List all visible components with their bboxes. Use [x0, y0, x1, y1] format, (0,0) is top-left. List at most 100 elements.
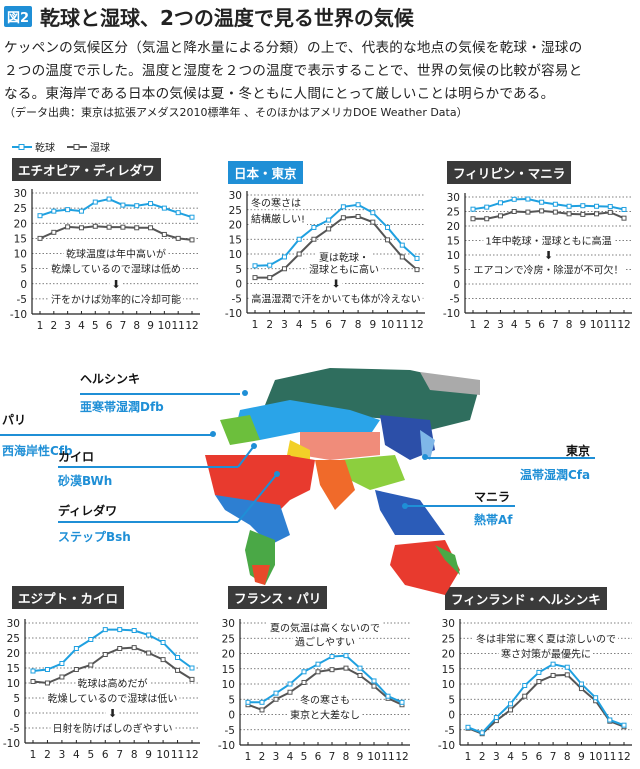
dry-bulb-point: [252, 263, 258, 269]
x-tick-label: 7: [550, 751, 557, 763]
wet-bulb-point: [301, 679, 307, 685]
x-tick-label: 7: [116, 749, 123, 761]
chart-annotation: ⬇: [544, 249, 553, 262]
x-tick-label: 1: [465, 751, 472, 763]
x-tick-label: 5: [301, 751, 308, 763]
chart-annotation: 日射を防げばしのぎやすい: [53, 722, 173, 735]
wet-bulb-point: [470, 216, 476, 222]
x-tick-label: 7: [120, 320, 127, 332]
y-tick-label: 20: [7, 648, 20, 660]
dry-bulb-point: [92, 199, 98, 205]
y-tick-label: 25: [7, 633, 20, 645]
y-tick-label: 0: [453, 279, 460, 291]
dry-bulb-point: [385, 224, 391, 230]
map-zone-diredawa: ステップBsh: [58, 530, 131, 544]
dry-bulb-point: [399, 242, 405, 248]
dry-bulb-point: [311, 224, 317, 230]
map-region-east-asia: [380, 415, 435, 460]
wet-bulb-point: [120, 224, 126, 230]
x-tick-label: 3: [281, 319, 288, 331]
x-tick-label: 12: [617, 751, 630, 763]
dry-bulb-point: [102, 627, 108, 633]
map-zone-cairo: 砂漠BWh: [58, 474, 113, 488]
annotation-bg: [474, 632, 618, 646]
dry-bulb-point: [371, 678, 377, 684]
dry-bulb-point: [73, 646, 79, 651]
x-tick-label: 2: [50, 320, 57, 332]
dry-bulb-point: [370, 210, 376, 216]
x-tick-label: 2: [479, 751, 486, 763]
wet-bulb-point: [148, 225, 154, 231]
dry-bulb-point: [343, 653, 349, 659]
map-zone-helsinki: 亜寒帯湿潤Dfb: [80, 400, 164, 414]
x-tick-label: 9: [147, 320, 154, 332]
y-tick-label: 0: [20, 279, 27, 291]
chart-title-tokyo: 日本・東京: [228, 161, 303, 184]
y-tick-label: 30: [229, 190, 242, 202]
wet-bulb-point: [511, 209, 517, 214]
dry-bulb-point: [189, 214, 195, 220]
annotation-bg: [268, 621, 382, 635]
wet-line-icon: [67, 143, 87, 150]
chart-annotation: エアコンで冷房・除湿が不可欠！: [474, 264, 624, 277]
dry-bulb-line: [32, 628, 193, 672]
legend-dry: 乾球: [12, 139, 55, 154]
dry-bulb-point: [493, 715, 499, 721]
wet-bulb-point: [385, 237, 391, 243]
map-city-diredawa: ディレダワ: [58, 504, 118, 518]
map-region-arabia: [285, 455, 315, 500]
wet-bulb-point: [78, 225, 84, 231]
figure-title: 乾球と湿球、2つの温度で見る世界の気候: [40, 6, 414, 30]
wet-bulb-point: [355, 214, 361, 220]
x-tick-label: 5: [87, 749, 94, 761]
dry-bulb-point: [259, 699, 265, 705]
x-tick-label: 9: [369, 319, 376, 331]
wet-bulb-point: [357, 672, 363, 678]
map-zone-tokyo: 温帯湿潤Cfa: [520, 468, 591, 482]
map-city-tokyo: 東京: [566, 444, 591, 458]
wet-bulb-point: [343, 665, 349, 671]
map-city-cairo: カイロ: [58, 450, 95, 464]
x-tick-label: 6: [325, 319, 332, 331]
x-tick-label: 6: [102, 749, 109, 761]
wet-bulb-point: [607, 209, 613, 215]
dry-bulb-point: [78, 208, 84, 214]
annotation-bg: [49, 262, 183, 276]
dry-bulb-point: [326, 217, 332, 223]
annotation-bg: [249, 196, 303, 210]
x-tick-label: 6: [315, 751, 322, 763]
chart-title-paris: フランス・パリ: [228, 586, 328, 609]
dry-bulb-point: [120, 202, 126, 208]
annotation-bg: [471, 263, 626, 277]
dry-bulb-point: [564, 664, 570, 670]
dry-bulb-line: [472, 198, 625, 211]
wet-bulb-point: [536, 679, 542, 685]
wet-bulb-point: [525, 209, 531, 215]
chart-title-manila: フィリピン・マニラ: [447, 161, 572, 184]
dry-bulb-point: [88, 637, 94, 642]
dry-bulb-point: [267, 262, 273, 268]
x-tick-label: 1: [37, 320, 44, 332]
x-tick-label: 10: [158, 320, 171, 332]
map-leader-line: [80, 393, 240, 395]
x-tick-label: 8: [355, 319, 362, 331]
annotation-bg: [249, 292, 423, 306]
map-region-central-asia: [300, 432, 380, 460]
x-tick-label: 4: [287, 751, 294, 763]
wet-bulb-point: [414, 267, 420, 273]
y-tick-label: 10: [442, 679, 455, 691]
wet-bulb-point: [59, 674, 65, 680]
wet-bulb-point: [175, 667, 181, 673]
wet-bulb-point: [134, 225, 140, 231]
y-tick-label: 30: [14, 188, 27, 200]
y-tick-label: 30: [7, 618, 20, 630]
wet-bulb-point: [51, 229, 57, 235]
y-tick-label: -5: [225, 725, 235, 737]
y-tick-label: -5: [232, 293, 242, 305]
dry-bulb-point: [539, 199, 545, 205]
x-tick-label: 5: [92, 320, 99, 332]
x-tick-label: 9: [579, 319, 586, 331]
dry-bulb-point: [301, 669, 307, 675]
dry-bulb-point: [497, 200, 503, 206]
